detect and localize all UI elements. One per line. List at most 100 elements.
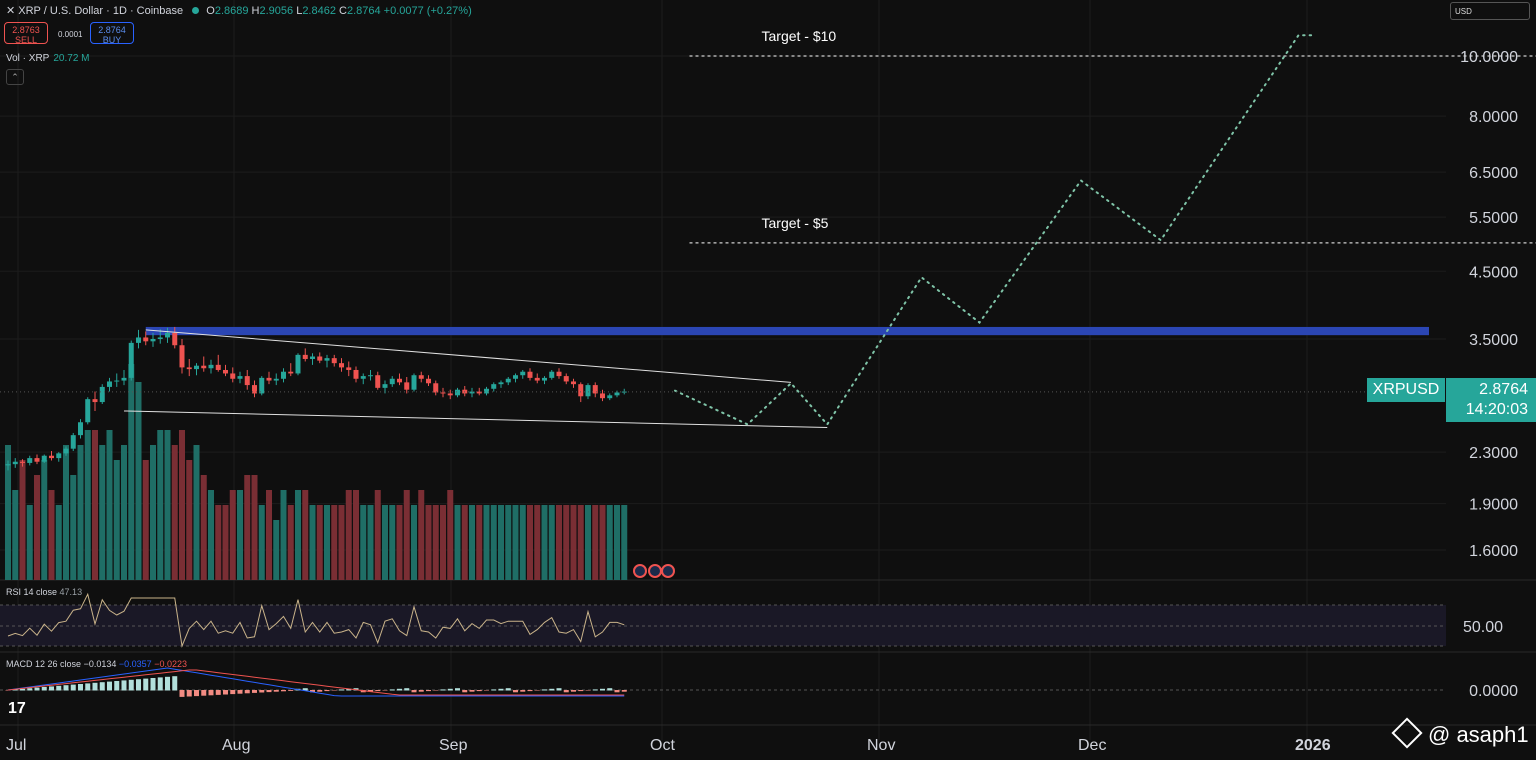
volume-bar	[331, 505, 338, 580]
candle-body	[223, 369, 228, 374]
chevron-up-icon[interactable]: ⌃	[6, 69, 24, 85]
candle-body	[49, 455, 54, 459]
macd-histogram-bar	[27, 688, 33, 691]
macd-histogram-bar	[107, 681, 112, 691]
volume-bar	[41, 460, 48, 580]
volume-bar	[309, 505, 316, 580]
macd-histogram-bar	[252, 690, 257, 693]
volume-bar	[534, 505, 541, 580]
volume-bar	[548, 505, 555, 580]
ohlc-key: C	[339, 5, 347, 17]
volume-name: Vol · XRP	[6, 53, 50, 64]
macd-histogram-bar	[237, 690, 243, 694]
event-marker	[648, 564, 662, 578]
volume-bar	[570, 505, 577, 580]
candle-body	[34, 458, 40, 462]
volume-bar	[461, 505, 468, 580]
volume-bar	[287, 505, 294, 580]
candle-body	[107, 381, 112, 387]
volume-bar	[389, 505, 396, 580]
candle-body	[404, 382, 410, 390]
macd-histogram-bar	[34, 687, 40, 691]
buy-button[interactable]: 2.8764 BUY	[90, 22, 134, 45]
volume-bar	[208, 490, 214, 580]
macd-legend[interactable]: MACD 12 26 close −0.0134 −0.0357 −0.0223	[6, 659, 187, 669]
price-axis-label: 3.5000	[1469, 332, 1518, 349]
macd-histogram-bar	[534, 690, 540, 691]
resistance-zone	[145, 326, 1429, 336]
ohlc-values: O2.8689 H2.9056 L2.8462 C2.8764	[206, 5, 383, 17]
macd-histogram-bar	[397, 688, 402, 691]
candle-body	[491, 384, 497, 389]
macd-histogram-bar	[128, 679, 134, 691]
candle-body	[389, 378, 395, 385]
macd-histogram-bar	[324, 690, 330, 692]
volume-bar	[113, 460, 120, 580]
volume-bar	[12, 490, 19, 580]
macd-histogram-bar	[266, 690, 272, 693]
volume-bar	[5, 445, 11, 580]
volume-legend[interactable]: Vol · XRP 20.72 M	[6, 53, 90, 64]
candle-body	[165, 332, 170, 338]
volume-bar	[200, 475, 207, 580]
candle-body	[143, 337, 149, 342]
volume-bar	[498, 505, 504, 580]
ohlc-key: L	[296, 5, 303, 17]
tradingview-logo[interactable]: 17	[8, 700, 26, 717]
volume-bar	[128, 364, 135, 580]
volume-bar	[324, 505, 330, 580]
ohlc-value: 2.8689	[214, 5, 252, 17]
volume-bar	[251, 475, 258, 580]
close-icon[interactable]: ✕	[6, 5, 16, 17]
candle-body	[85, 399, 91, 423]
candle-body	[179, 345, 185, 368]
candle-body	[505, 378, 511, 383]
volume-bar	[229, 490, 236, 580]
candle-body	[346, 367, 352, 370]
macd-histogram-bar	[621, 690, 627, 692]
macd-histogram-bar	[592, 689, 598, 691]
macd-histogram-bar	[578, 690, 584, 692]
volume-bar	[606, 505, 613, 580]
macd-axis-label: 0.0000	[1469, 683, 1518, 700]
macd-value-3: −0.0223	[154, 659, 187, 669]
sell-label: SELL	[14, 35, 38, 45]
macd-histogram-bar	[223, 690, 228, 695]
macd-histogram-bar	[505, 688, 511, 691]
time-axis-label: Nov	[867, 737, 895, 754]
target-label: Target - $5	[762, 215, 829, 231]
price-axis-label: 2.3000	[1469, 445, 1518, 462]
volume-bar	[316, 505, 323, 580]
volume-bar	[541, 505, 548, 580]
volume-bar	[425, 505, 432, 580]
macd-histogram-bar	[143, 678, 149, 691]
macd-histogram-bar	[331, 690, 337, 691]
currency-selector[interactable]: USD	[1450, 2, 1530, 20]
candle-body	[5, 464, 11, 466]
macd-histogram-bar	[520, 690, 526, 692]
candle-body	[447, 393, 453, 396]
macd-histogram-bar	[244, 690, 250, 694]
symbol-title[interactable]: XRP / U.S. Dollar · 1D · Coinbase	[18, 5, 184, 17]
bar-countdown: 14:20:03	[1465, 401, 1528, 418]
macd-histogram-bar	[288, 690, 294, 691]
volume-bar	[26, 505, 33, 580]
macd-histogram-bar	[600, 688, 605, 691]
macd-histogram-bar	[368, 690, 373, 692]
volume-bar	[55, 505, 62, 580]
macd-histogram-bar	[455, 688, 460, 691]
macd-histogram-bar	[5, 690, 11, 691]
volume-bar	[215, 505, 222, 580]
volume-bar	[142, 460, 149, 580]
sell-button[interactable]: 2.8763 SELL	[4, 22, 48, 45]
projection-path	[674, 34, 1314, 427]
rsi-legend[interactable]: RSI 14 close 47.13	[6, 587, 82, 597]
candle-body	[542, 377, 547, 381]
volume-bar	[353, 490, 359, 580]
volume-bar	[577, 505, 584, 580]
candle-body	[128, 342, 134, 378]
buy-label: BUY	[102, 35, 122, 45]
macd-histogram-bar	[527, 690, 533, 692]
candle-body	[368, 375, 373, 377]
